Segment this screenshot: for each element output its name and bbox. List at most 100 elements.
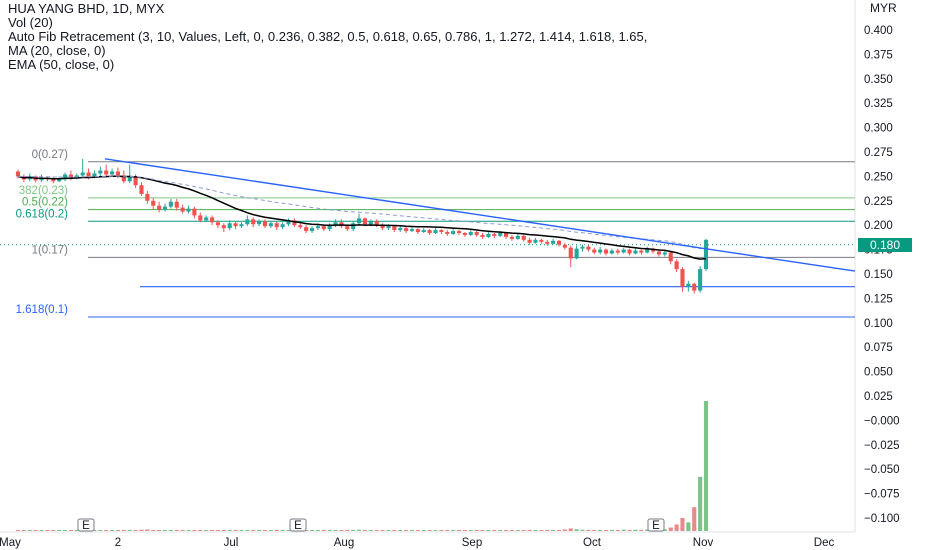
candle-body [433, 230, 438, 234]
volume-bar [686, 522, 691, 531]
candle-body [15, 171, 21, 177]
volume-bar [451, 530, 456, 531]
volume-bar [286, 530, 291, 531]
volume-bar [57, 530, 62, 531]
candle-body [280, 224, 285, 228]
x-tick-label: Dec [814, 537, 835, 549]
volume-bar [392, 530, 397, 531]
x-tick-label: Oct [583, 537, 602, 549]
volume-bar [603, 530, 609, 531]
ema-50-line [17, 175, 707, 250]
candle-body [415, 229, 420, 233]
candle-body [262, 221, 268, 227]
volume-bar [680, 518, 685, 531]
candle-body [427, 230, 432, 234]
candle-body [139, 185, 144, 194]
candle-body [192, 208, 197, 216]
moving-average-lines [17, 175, 707, 260]
candle-body [533, 239, 538, 243]
candle-body [186, 208, 191, 212]
candle-body [515, 235, 520, 239]
candle-body [627, 249, 632, 254]
volume-bar [39, 530, 44, 531]
volume-bar [351, 530, 356, 531]
volume-bar [515, 530, 520, 531]
volume-bar [186, 530, 191, 531]
volume-bar [104, 530, 109, 531]
volume-bar [480, 530, 485, 531]
candle-body [133, 176, 138, 186]
legend-symbol[interactable]: HUA YANG BHD, 1D, MYX [8, 1, 165, 16]
candle-body [309, 228, 315, 232]
candle-body [392, 226, 397, 231]
candle-body [586, 246, 591, 250]
candle-body [321, 226, 326, 230]
earnings-marker-label: E [652, 520, 660, 532]
chart-legend: HUA YANG BHD, 1D, MYX Vol (20) Auto Fib … [8, 2, 647, 72]
volume-bar [504, 530, 509, 531]
volume-bar [703, 401, 709, 531]
volume-bar [68, 530, 73, 531]
volume-bar [374, 530, 379, 531]
volume-bar [404, 530, 409, 531]
candle-body [474, 232, 479, 235]
trendlines [104, 158, 856, 272]
candle-body [562, 244, 567, 248]
legend-ma[interactable]: MA (20, close, 0) [8, 43, 106, 58]
legend-volume[interactable]: Vol (20) [8, 15, 53, 30]
volume-bar [568, 528, 573, 531]
volume-bar [198, 530, 203, 531]
volume-bar [98, 530, 103, 531]
volume-bar [409, 530, 415, 531]
candle-body [268, 223, 273, 227]
candle-body [527, 239, 532, 243]
candlestick-series [15, 158, 709, 294]
volume-bar [257, 530, 262, 531]
volume-bar [462, 530, 467, 531]
candle-body [274, 223, 279, 228]
candle-body [227, 223, 232, 229]
price-axis[interactable]: 0.400 0.375 0.350 0.325 0.300 0.275 0.250 0.225… [864, 25, 900, 525]
candle-body [292, 220, 297, 226]
candle-body [439, 230, 444, 233]
volume-bar [580, 529, 585, 531]
candle-body [351, 223, 356, 230]
candle-body [174, 201, 179, 208]
candle-body [592, 249, 597, 253]
time-axis[interactable]: May 2 Jul Aug Sep Oct Nov Dec [0, 537, 834, 549]
fib-level-label: 0(0.27) [32, 149, 69, 161]
candle-body [339, 222, 344, 227]
volume-bar [251, 530, 256, 531]
volume-bar [592, 530, 597, 531]
volume-bar [386, 530, 391, 531]
x-tick-label: May [0, 537, 21, 549]
volume-bar [509, 530, 515, 531]
x-tick-label: Jul [224, 537, 239, 549]
y-tick-label: 0.225 [864, 196, 893, 208]
earnings-marker-box [647, 518, 665, 532]
volume-bar [133, 530, 138, 531]
volume-bar [527, 529, 532, 531]
volume-bar [433, 530, 438, 531]
candle-body [68, 174, 73, 178]
volume-bar [92, 530, 97, 531]
candle-body [609, 250, 614, 254]
volume-bar [692, 507, 697, 531]
y-tick-label: 0.375 [864, 49, 893, 61]
legend-ema[interactable]: EMA (50, close, 0) [8, 57, 115, 72]
y-tick-label: 0.025 [864, 391, 893, 403]
candle-body [668, 252, 673, 262]
volume-bar [556, 529, 562, 531]
y-tick-label: −0.000 [864, 415, 900, 427]
volume-bar [233, 530, 238, 531]
candle-body [521, 235, 526, 240]
candle-body [374, 221, 379, 226]
volume-bar [627, 529, 632, 531]
candle-body [315, 226, 320, 229]
candle-body [209, 217, 215, 223]
candle-body [451, 231, 456, 234]
volume-bar [74, 530, 79, 531]
candle-body [51, 179, 56, 182]
legend-fib[interactable]: Auto Fib Retracement (3, 10, Values, Lef… [8, 29, 648, 44]
